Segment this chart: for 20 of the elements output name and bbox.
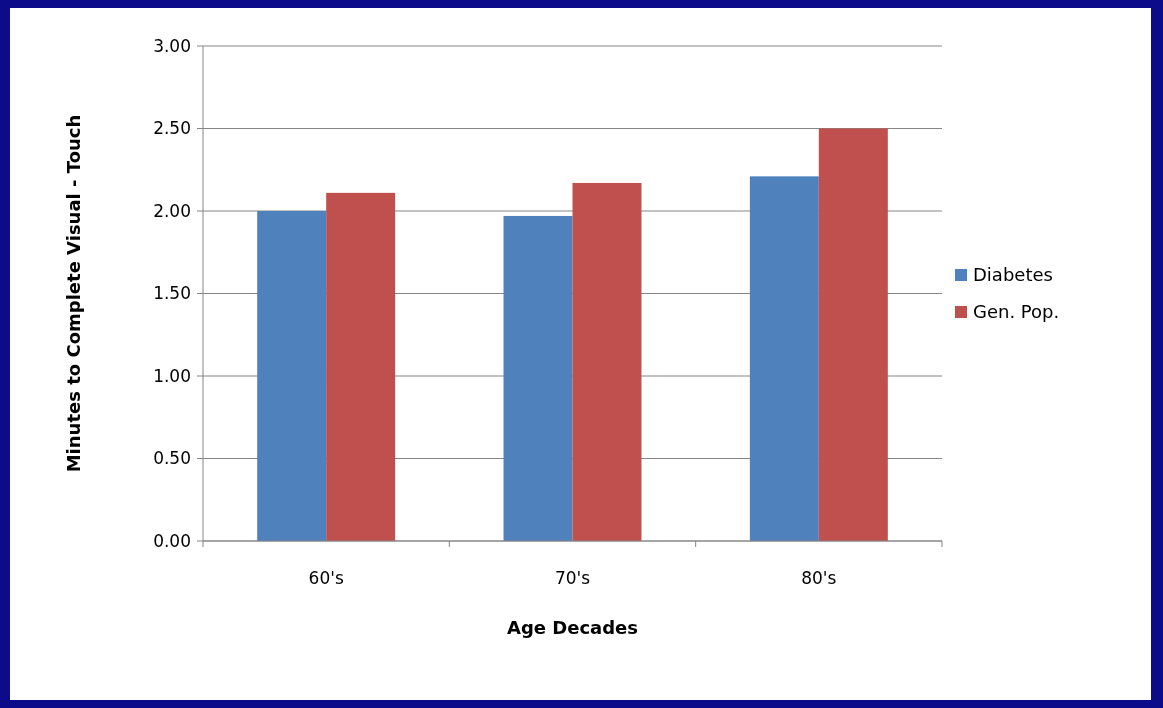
y-tick-label: 0.50: [153, 448, 191, 469]
y-axis-title: Minutes to Complete Visual - Touch: [63, 114, 84, 473]
bar: [749, 176, 819, 541]
bar: [572, 182, 642, 541]
y-tick-label: 2.00: [153, 200, 191, 221]
y-tick-label: 1.50: [153, 283, 191, 304]
bar: [326, 192, 396, 541]
x-axis-title: Age Decades: [506, 617, 639, 638]
x-tick-label: 70's: [554, 568, 591, 588]
bar: [503, 215, 573, 541]
legend-label: Gen. Pop.: [973, 301, 1060, 323]
bar: [818, 128, 888, 541]
bar: [257, 211, 327, 541]
x-tick-label: 80's: [801, 568, 837, 588]
y-tick-label: 2.50: [153, 118, 191, 139]
y-tick-label: 3.00: [153, 35, 191, 56]
legend-label: Diabetes: [973, 264, 1053, 286]
y-tick-label: 0.00: [153, 530, 191, 551]
y-tick-label: 1.00: [153, 365, 191, 386]
x-tick-label: 60's: [308, 568, 344, 588]
